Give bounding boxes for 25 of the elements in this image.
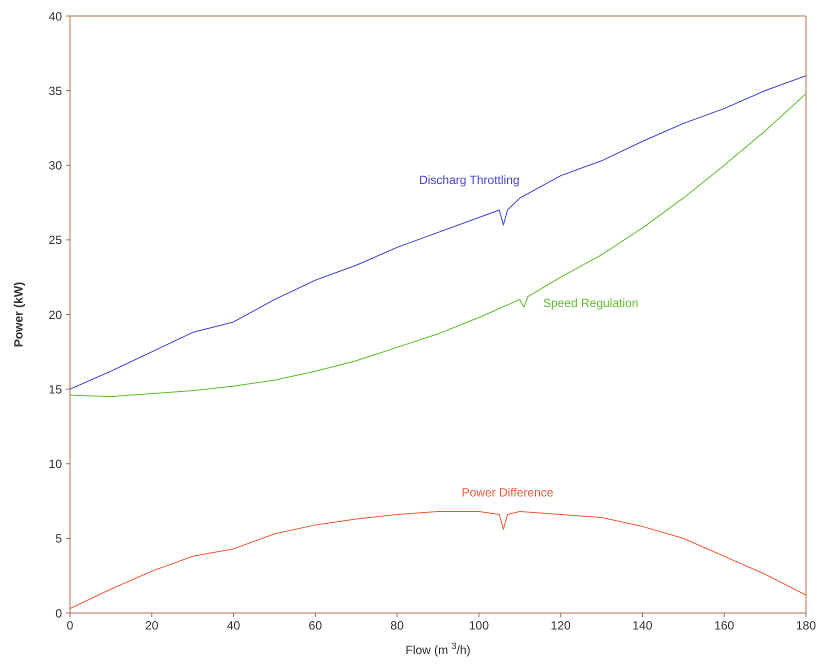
x-tick-label: 20 <box>145 618 159 633</box>
y-tick-label: 25 <box>48 233 62 248</box>
x-tick-label: 120 <box>550 618 571 633</box>
x-tick-label: 100 <box>468 618 490 633</box>
series-label: Speed Regulation <box>542 296 638 310</box>
y-tick-label: 20 <box>48 308 62 322</box>
x-tick-label: 140 <box>632 618 653 633</box>
x-tick-label: 40 <box>226 618 241 633</box>
series-label: Power Difference <box>462 485 554 500</box>
x-tick-label: 0 <box>66 618 74 633</box>
x-tick-label: 60 <box>308 618 322 633</box>
y-tick-label: 0 <box>55 606 62 620</box>
x-tick-label: 160 <box>714 618 735 633</box>
x-tick-label: 80 <box>390 618 404 633</box>
y-axis-title: Power (kW) <box>11 282 26 348</box>
y-tick-label: 35 <box>48 84 62 98</box>
y-tick-label: 10 <box>48 457 62 472</box>
series-label: Discharg Throttling <box>419 173 520 188</box>
line-series <box>70 511 806 610</box>
x-tick-label: 180 <box>796 618 816 633</box>
x-axis-title: Flow (m $^{3}$/h) <box>405 641 471 657</box>
y-tick-label: 15 <box>48 382 62 396</box>
y-tick-label: 30 <box>48 158 62 173</box>
y-tick-label: 5 <box>55 532 62 546</box>
y-tick-label: 40 <box>48 9 62 24</box>
